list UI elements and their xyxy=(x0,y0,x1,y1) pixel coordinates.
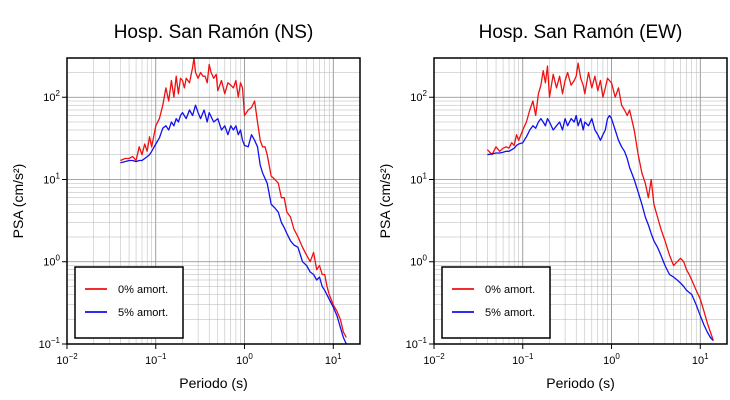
chart-title: Hosp. San Ramón (EW) xyxy=(479,22,683,43)
x-tick-label: 10−1 xyxy=(512,352,534,367)
plot-frame xyxy=(433,57,728,345)
x-axis-label: Periodo (s) xyxy=(546,375,614,391)
legend-label: 5% amort. xyxy=(485,307,535,319)
grid xyxy=(433,57,728,345)
legend-box xyxy=(74,266,184,339)
x-tick-label: 10−2 xyxy=(423,352,445,367)
x-tick-label: 10−1 xyxy=(145,352,167,367)
legend: 0% amort. 5% amort. xyxy=(74,266,184,339)
x-tick-label: 100 xyxy=(236,352,253,367)
plot-frame xyxy=(66,57,361,345)
chart-title: Hosp. San Ramón (NS) xyxy=(114,22,314,43)
y-tick-label: 102 xyxy=(410,89,427,104)
x-tick-label: 10−2 xyxy=(56,352,78,367)
x-tick-label: 101 xyxy=(692,352,709,367)
series-line-0pct xyxy=(486,62,714,341)
legend-box xyxy=(441,266,551,339)
y-tick-label: 100 xyxy=(43,254,60,269)
x-tick-label: 101 xyxy=(325,352,342,367)
series-line-5pct xyxy=(120,104,347,345)
series-line-5pct xyxy=(487,114,714,342)
y-axis-label: PSA (cm/s²) xyxy=(377,164,393,239)
legend-label: 0% amort. xyxy=(118,284,168,296)
y-axis-label: PSA (cm/s²) xyxy=(10,164,26,239)
y-tick-label: 101 xyxy=(410,171,427,186)
x-axis-label: Periodo (s) xyxy=(179,375,247,391)
legend-label: 5% amort. xyxy=(118,307,168,319)
legend: 0% amort. 5% amort. xyxy=(441,266,551,339)
y-tick-label: 101 xyxy=(43,171,60,186)
y-tick-label: 100 xyxy=(410,254,427,269)
legend-label: 0% amort. xyxy=(485,284,535,296)
series-line-0pct xyxy=(120,57,347,338)
y-tick-label: 10−1 xyxy=(406,336,428,351)
x-tick-label: 100 xyxy=(603,352,620,367)
y-tick-label: 102 xyxy=(43,89,60,104)
y-tick-label: 10−1 xyxy=(39,336,61,351)
grid xyxy=(66,57,361,345)
